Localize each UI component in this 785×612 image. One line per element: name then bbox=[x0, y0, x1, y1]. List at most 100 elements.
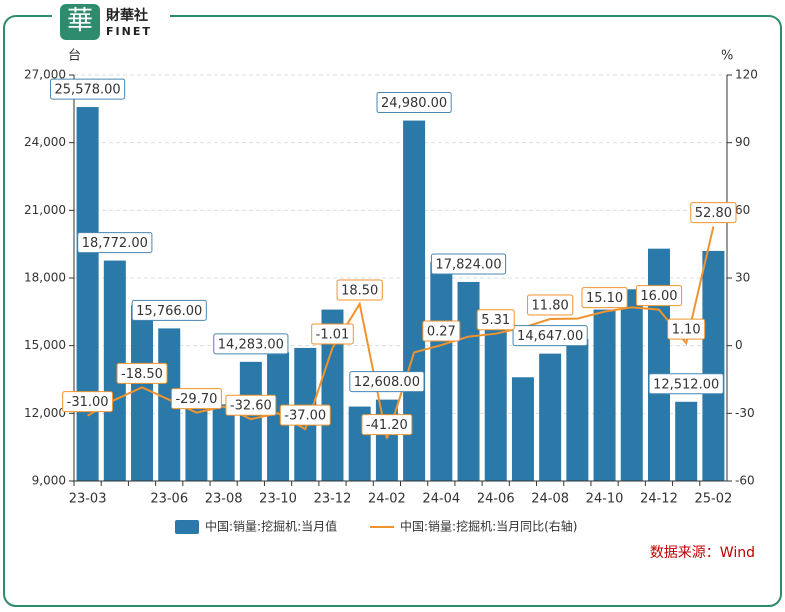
y2-tick-label: -30 bbox=[735, 406, 755, 420]
data-label-box bbox=[648, 373, 724, 395]
data-label-box bbox=[131, 299, 207, 321]
data-label-text: 18,772.00 bbox=[82, 236, 148, 251]
data-label: -37.00 bbox=[279, 404, 331, 426]
data-label-text: 25,578.00 bbox=[55, 83, 121, 98]
data-label: 16.00 bbox=[635, 285, 683, 307]
data-label: -41.20 bbox=[361, 414, 413, 436]
logo-latin: FINET bbox=[106, 25, 152, 38]
bar bbox=[239, 361, 262, 481]
data-label: 5.31 bbox=[476, 309, 515, 331]
data-label: -1.01 bbox=[311, 323, 354, 345]
y-tick-label: 27,000 bbox=[24, 68, 66, 82]
data-label-box bbox=[50, 78, 126, 100]
y-tick-label: 15,000 bbox=[24, 338, 66, 352]
x-tick-label: 24-02 bbox=[368, 492, 406, 507]
data-label-box bbox=[667, 318, 706, 340]
bar bbox=[539, 353, 562, 481]
data-label: -31.00 bbox=[62, 391, 114, 413]
data-label-box bbox=[213, 333, 289, 355]
bar bbox=[675, 401, 698, 481]
data-label-text: 52.80 bbox=[695, 206, 732, 221]
bar bbox=[566, 338, 589, 481]
legend-label: 中国:销量:挖掘机:当月同比(右轴) bbox=[400, 519, 578, 534]
x-tick-label: 23-12 bbox=[314, 492, 352, 507]
data-label: 17,824.00 bbox=[430, 253, 507, 275]
data-label-box bbox=[311, 323, 354, 345]
bar bbox=[430, 262, 453, 481]
bar bbox=[103, 260, 126, 481]
data-label: 52.80 bbox=[690, 202, 737, 224]
y2-tick-label: 0 bbox=[735, 338, 743, 352]
data-label: 15,766.00 bbox=[131, 299, 207, 321]
logo-mark: 華 bbox=[67, 6, 93, 36]
y2-tick-label: 120 bbox=[735, 68, 758, 82]
data-label-box bbox=[635, 285, 683, 307]
data-label-text: 16.00 bbox=[640, 289, 677, 304]
data-label-text: 12,608.00 bbox=[354, 375, 420, 390]
bar bbox=[511, 377, 534, 481]
data-label-text: -18.50 bbox=[121, 367, 163, 382]
y2-tick-label: 30 bbox=[735, 271, 750, 285]
data-label-box bbox=[581, 287, 628, 309]
x-tick-label: 25-02 bbox=[695, 492, 733, 507]
bar bbox=[76, 107, 99, 481]
bar bbox=[267, 352, 290, 481]
x-tick-label: 23-03 bbox=[69, 492, 107, 507]
data-label-text: 0.27 bbox=[427, 325, 456, 340]
logo-name: 財華社 bbox=[105, 7, 148, 24]
bar bbox=[131, 305, 154, 481]
data-label-box bbox=[62, 391, 114, 413]
data-label: 14,647.00 bbox=[512, 325, 588, 347]
y-tick-label: 12,000 bbox=[24, 406, 66, 420]
y-tick-label: 21,000 bbox=[24, 203, 66, 217]
data-label: 15.10 bbox=[581, 287, 628, 309]
y2-axis-label: % bbox=[721, 49, 733, 64]
data-label-box bbox=[376, 92, 452, 114]
data-label: 24,980.00 bbox=[376, 92, 452, 114]
data-label-text: 15.10 bbox=[586, 291, 623, 306]
bar bbox=[484, 329, 507, 481]
x-tick-label: 24-10 bbox=[586, 492, 624, 507]
data-label-text: 5.31 bbox=[481, 313, 510, 328]
x-tick-label: 24-12 bbox=[640, 492, 678, 507]
y-tick-label: 24,000 bbox=[24, 135, 66, 149]
data-label: 18.50 bbox=[336, 279, 383, 301]
source: 数据来源：Wind bbox=[650, 545, 755, 561]
y-tick-label: 18,000 bbox=[24, 271, 66, 285]
data-label-box bbox=[336, 279, 383, 301]
x-tick-label: 23-06 bbox=[150, 492, 188, 507]
y2-tick-label: -60 bbox=[735, 474, 755, 488]
data-label: 11.80 bbox=[527, 294, 574, 316]
data-label-box bbox=[422, 320, 461, 342]
data-label-text: 15,766.00 bbox=[136, 304, 202, 319]
data-label: -32.60 bbox=[225, 394, 277, 416]
data-label: 1.10 bbox=[667, 318, 706, 340]
data-label-text: -32.60 bbox=[230, 399, 272, 414]
data-label-text: 12,512.00 bbox=[653, 377, 719, 392]
data-label-text: 24,980.00 bbox=[381, 96, 447, 111]
bar bbox=[647, 248, 670, 481]
y-axis-label: 台 bbox=[68, 49, 81, 64]
data-label-box bbox=[225, 394, 277, 416]
data-label-text: 1.10 bbox=[672, 323, 701, 338]
y2-tick-label: 90 bbox=[735, 135, 750, 149]
data-label-box bbox=[361, 414, 413, 436]
legend-swatch bbox=[175, 520, 199, 534]
bar bbox=[212, 404, 235, 481]
bar bbox=[321, 309, 344, 481]
data-label: 25,578.00 bbox=[50, 78, 126, 100]
data-label-box bbox=[170, 388, 222, 410]
data-label-box bbox=[527, 294, 574, 316]
data-label-box bbox=[116, 362, 168, 384]
bar bbox=[620, 289, 643, 481]
data-label-text: -31.00 bbox=[67, 395, 109, 410]
legend-label: 中国:销量:挖掘机:当月值 bbox=[205, 519, 337, 534]
line bbox=[87, 226, 715, 439]
data-label-text: -29.70 bbox=[175, 392, 217, 407]
data-label: 18,772.00 bbox=[77, 232, 153, 254]
x-tick-label: 23-10 bbox=[259, 492, 297, 507]
data-label-text: 14,283.00 bbox=[218, 337, 284, 352]
data-label-text: -1.01 bbox=[316, 327, 350, 342]
bar bbox=[702, 250, 725, 481]
